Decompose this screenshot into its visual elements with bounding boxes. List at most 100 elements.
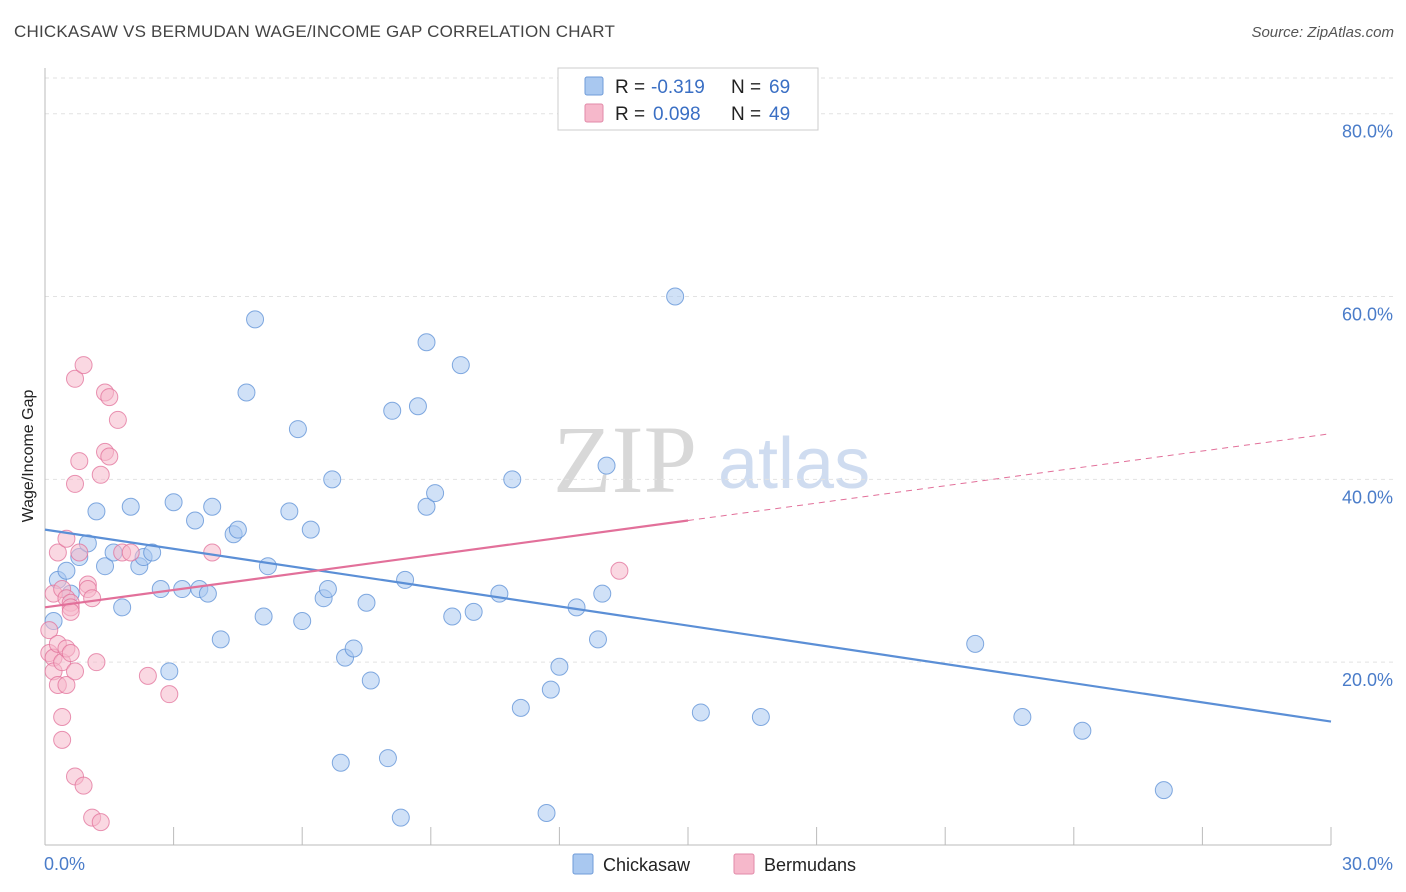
- bermudans-point: [121, 543, 140, 562]
- legend-swatch-chickasaw: [584, 76, 604, 96]
- bermudans-point: [203, 543, 222, 562]
- x-tick-label-max: 30.0%: [1342, 854, 1393, 874]
- chickasaw-point: [246, 310, 265, 329]
- chickasaw-point: [1073, 721, 1092, 740]
- points-layer: [40, 287, 1173, 832]
- chickasaw-point: [417, 333, 436, 352]
- chickasaw-point: [691, 703, 710, 722]
- chickasaw-point: [186, 511, 205, 530]
- legend-n-label-1: N =: [731, 77, 761, 98]
- chickasaw-point: [588, 630, 607, 649]
- chickasaw-point: [318, 580, 337, 599]
- chickasaw-point: [323, 470, 342, 489]
- bermudans-point: [91, 813, 110, 832]
- chickasaw-point: [593, 584, 612, 603]
- chickasaw-point: [443, 607, 462, 626]
- legend-swatch-bermudans: [584, 103, 604, 123]
- bermudans-point: [61, 602, 80, 621]
- chickasaw-point: [164, 493, 183, 512]
- bermudans-point: [53, 708, 72, 727]
- bermudans-point: [61, 644, 80, 663]
- chickasaw-point: [597, 456, 616, 475]
- chickasaw-point: [464, 602, 483, 621]
- chickasaw-point: [1013, 708, 1032, 727]
- legend-r-label-2: R =: [615, 104, 645, 125]
- chickasaw-trend-line: [44, 528, 1332, 723]
- chickasaw-point: [280, 502, 299, 521]
- x-tick-label-min: 0.0%: [44, 854, 85, 874]
- chickasaw-point: [198, 584, 217, 603]
- chickasaw-point: [550, 657, 569, 676]
- legend-box: R = -0.319 N = 69 R = 0.098 N = 49: [557, 67, 819, 131]
- bottom-legend-swatch-bermudans: [733, 853, 755, 875]
- bermudans-point: [66, 662, 85, 681]
- chickasaw-point: [344, 639, 363, 658]
- y-tick-label: 60.0%: [1342, 305, 1393, 325]
- bottom-legend: Chickasaw Bermudans: [572, 853, 856, 875]
- chickasaw-point: [751, 708, 770, 727]
- legend-n-label-2: N =: [731, 104, 761, 125]
- chickasaw-point: [396, 570, 415, 589]
- bermudans-point: [138, 666, 157, 685]
- chickasaw-point: [143, 543, 162, 562]
- chickasaw-point: [331, 753, 350, 772]
- bermudans-point: [610, 561, 629, 580]
- chart-title: CHICKASAW VS BERMUDAN WAGE/INCOME GAP CO…: [14, 22, 616, 41]
- chickasaw-point: [288, 420, 307, 439]
- bottom-legend-swatch-chickasaw: [572, 853, 594, 875]
- y-tick-label: 40.0%: [1342, 487, 1393, 507]
- bermudans-point: [83, 589, 102, 608]
- chickasaw-point: [383, 401, 402, 420]
- chickasaw-point: [408, 397, 427, 416]
- bermudans-point: [87, 653, 106, 672]
- chickasaw-point: [160, 662, 179, 681]
- chickasaw-point: [357, 593, 376, 612]
- bermudans-trend-line: [44, 519, 689, 609]
- bermudans-point: [70, 452, 89, 471]
- chickasaw-point: [451, 356, 470, 375]
- bermudans-point: [91, 465, 110, 484]
- bottom-legend-label-bermudans: Bermudans: [764, 855, 856, 875]
- chickasaw-point: [417, 497, 436, 516]
- y-tick-label: 80.0%: [1342, 122, 1393, 142]
- trend-layer: [44, 433, 1332, 723]
- watermark-zip: ZIP: [553, 406, 697, 513]
- bermudans-point: [74, 776, 93, 795]
- chickasaw-point: [490, 584, 509, 603]
- gridlines: [45, 77, 1393, 663]
- chickasaw-point: [237, 383, 256, 402]
- chickasaw-point: [151, 580, 170, 599]
- bermudans-point: [100, 388, 119, 407]
- legend-r-value-2: 0.098: [653, 104, 701, 125]
- chickasaw-point: [426, 484, 445, 503]
- bermudans-point: [53, 730, 72, 749]
- bermudans-trend-extension: [687, 433, 1332, 521]
- chickasaw-point: [537, 804, 556, 823]
- chickasaw-point: [254, 607, 273, 626]
- chickasaw-point: [57, 561, 76, 580]
- chickasaw-point: [301, 520, 320, 539]
- chickasaw-point: [391, 808, 410, 827]
- bermudans-point: [74, 356, 93, 375]
- chickasaw-point: [503, 470, 522, 489]
- legend-n-value-2: 49: [769, 104, 790, 125]
- chickasaw-point: [211, 630, 230, 649]
- bermudans-point: [160, 685, 179, 704]
- chickasaw-point: [228, 520, 247, 539]
- y-tick-label: 20.0%: [1342, 670, 1393, 690]
- chickasaw-point: [966, 634, 985, 653]
- bermudans-point: [108, 410, 127, 429]
- legend-r-value-1: -0.319: [651, 77, 705, 98]
- legend-n-value-1: 69: [769, 77, 790, 98]
- bermudans-point: [48, 543, 67, 562]
- bermudans-point: [70, 543, 89, 562]
- chickasaw-point: [1154, 781, 1173, 800]
- chickasaw-point: [121, 497, 140, 516]
- chickasaw-point: [666, 287, 685, 306]
- chart-source: Source: ZipAtlas.com: [1251, 24, 1394, 41]
- bermudans-point: [57, 676, 76, 695]
- bermudans-point: [66, 369, 85, 388]
- bermudans-point: [66, 474, 85, 493]
- chickasaw-point: [541, 680, 560, 699]
